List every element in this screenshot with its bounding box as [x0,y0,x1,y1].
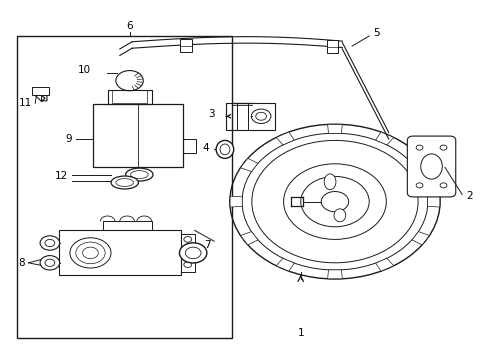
Bar [326,40,338,53]
Text: 8: 8 [18,258,24,268]
Ellipse shape [220,144,229,155]
Bar [183,139,195,153]
Polygon shape [327,125,342,133]
Polygon shape [276,132,294,145]
Bar [107,90,151,104]
Bar [102,221,151,230]
Polygon shape [230,196,242,207]
Polygon shape [240,158,257,172]
Polygon shape [375,258,393,271]
Text: 10: 10 [77,65,90,75]
Text: 9: 9 [65,134,72,144]
Circle shape [45,259,55,266]
Ellipse shape [130,171,148,179]
FancyBboxPatch shape [407,136,455,197]
Circle shape [185,247,201,259]
Polygon shape [411,231,428,245]
Ellipse shape [111,176,138,189]
Bar [93,104,183,167]
Polygon shape [276,258,294,271]
Text: 2: 2 [465,191,472,201]
Circle shape [40,256,60,270]
Polygon shape [427,196,439,207]
Ellipse shape [116,179,133,186]
Text: 12: 12 [55,171,68,181]
Polygon shape [327,270,342,279]
Bar [180,39,191,52]
Ellipse shape [216,140,233,158]
Ellipse shape [333,209,345,222]
Text: 7: 7 [203,240,210,250]
Text: 5: 5 [372,28,379,39]
Text: 6: 6 [126,21,133,31]
Circle shape [45,239,55,247]
Polygon shape [411,158,428,172]
Text: 1: 1 [297,328,304,338]
Bar [17,36,232,338]
Polygon shape [375,132,393,145]
Circle shape [40,236,60,250]
Bar [225,103,274,130]
Polygon shape [32,87,49,95]
Bar [112,90,146,103]
Ellipse shape [125,168,153,181]
Polygon shape [240,231,257,245]
Text: 4: 4 [202,143,208,153]
Ellipse shape [324,174,335,190]
Text: 3: 3 [208,109,215,120]
Bar [59,230,181,275]
Text: 11: 11 [19,98,32,108]
Circle shape [179,243,206,263]
Bar [181,234,194,272]
